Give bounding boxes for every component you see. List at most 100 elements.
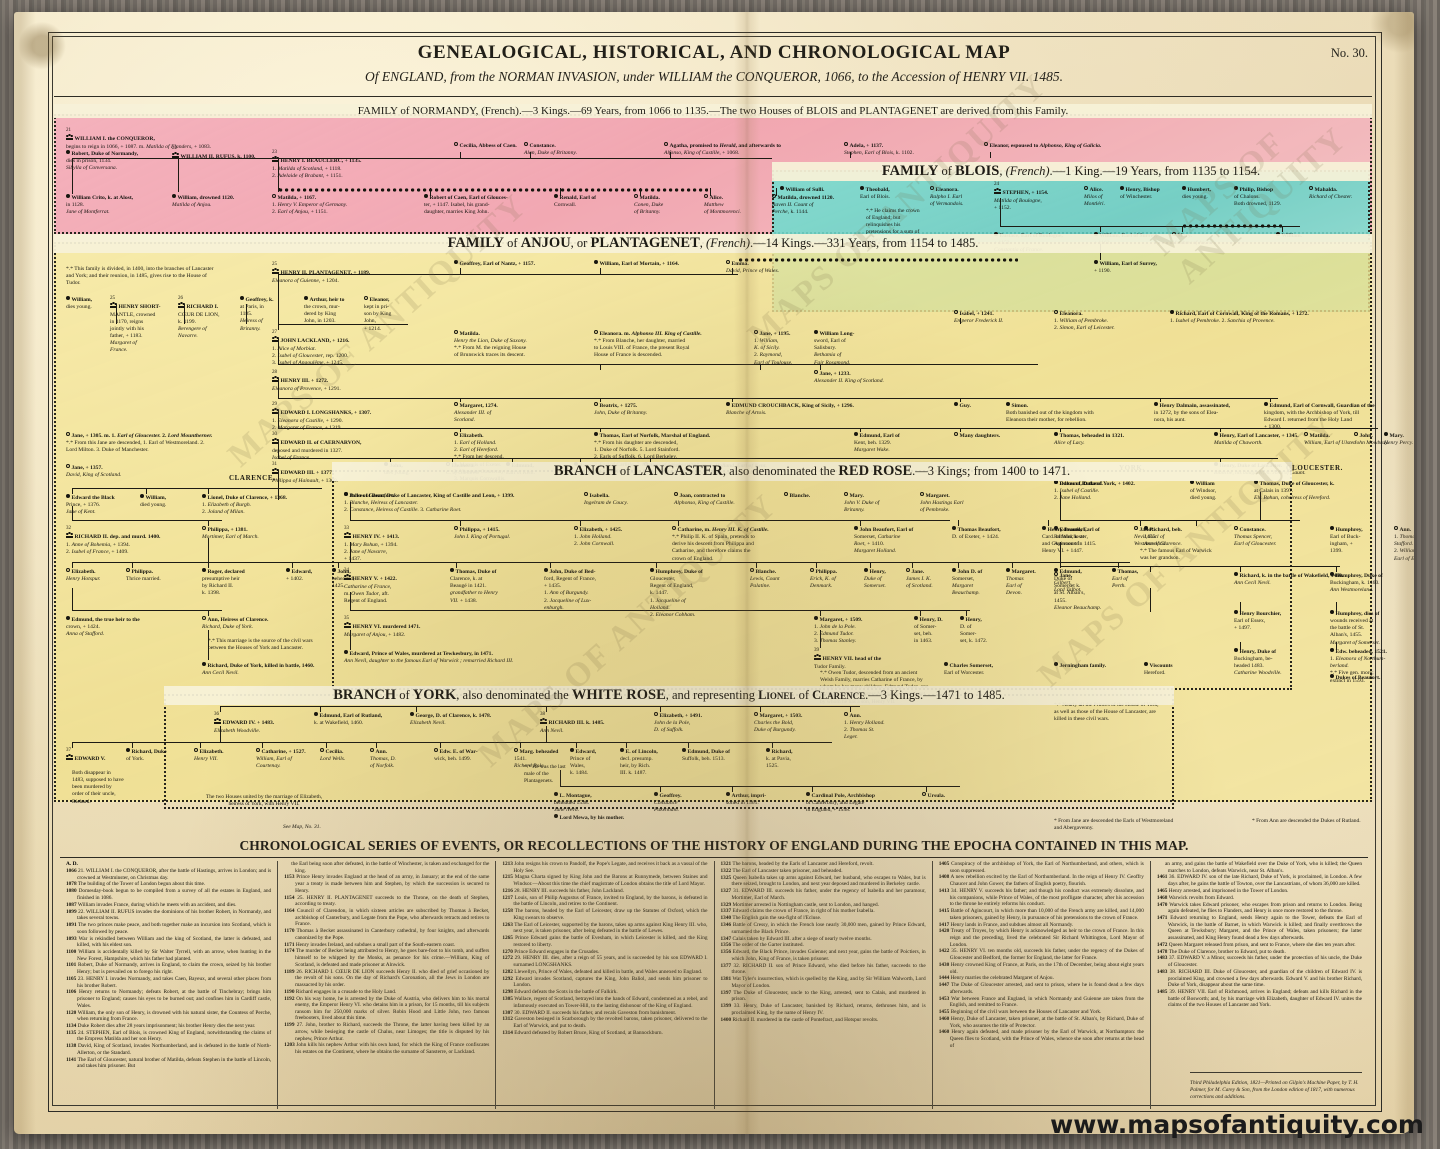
genealogy-node[interactable]: Elizabeth. Henry Hotspur. <box>66 568 136 583</box>
genealogy-node[interactable]: John,beheaded,1425. <box>332 568 386 590</box>
genealogy-node[interactable]: Jane, + 1233. Alexander II. King of Scotl… <box>814 370 944 385</box>
genealogy-node[interactable]: Thomas, Earl of Perth. <box>1112 568 1158 590</box>
genealogy-node[interactable]: 25 HENRY SHORT- MANTLE, crowned in 1170, re… <box>110 296 170 354</box>
genealogy-node[interactable]: Ann. Thomas, D. of Norfolk. <box>370 748 432 770</box>
genealogy-node[interactable]: Theobald, Earl of Blois. <box>860 186 922 201</box>
genealogy-node[interactable]: Lionel, Duke of Clarence, + 1368. 1. Eliz… <box>202 494 358 516</box>
genealogy-node[interactable]: Constance. Alan, Duke of Britanny. <box>524 142 654 157</box>
genealogy-node[interactable]: Elizabeth, + 1491. John de la Pole, D. of … <box>654 712 750 734</box>
genealogy-node[interactable]: Mary. John V. Duke of Britanny. <box>844 492 924 514</box>
genealogy-node[interactable]: 29 EDWARD I. LONGSHANKS, + 1307. 1. Eleano… <box>272 402 432 432</box>
genealogy-node[interactable]: Philip, Bishop of Chalons. Both drowned, 1… <box>1234 186 1300 208</box>
genealogy-node[interactable]: Joan, contracted to Alphonso, King of Cas… <box>674 492 784 507</box>
genealogy-node[interactable]: Arthur, impri-soned in 1561. <box>726 792 802 807</box>
genealogy-node[interactable]: Jane*. Nevil, Earl of Westmoreland. <box>1134 526 1220 548</box>
genealogy-node[interactable]: William, died young. <box>140 494 196 509</box>
genealogy-node[interactable]: Charles Somerset, Earl of Worcester. <box>944 662 1034 677</box>
genealogy-node[interactable]: Jane, + 1195. 1. William, K. of Sicily. 2.… <box>754 330 828 367</box>
genealogy-node[interactable]: Henry, Duke of Somerset. <box>864 568 908 590</box>
genealogy-node[interactable]: Humphrey, Duke of Gloucester, Regent of En… <box>650 568 750 619</box>
genealogy-node[interactable]: Matilda. William, Earl of Ulster. <box>1304 432 1374 447</box>
genealogy-node[interactable]: Eleanor, espoused to Alphonso, King of G… <box>984 142 1114 150</box>
genealogy-node[interactable]: George, D. of Clarence, k. 1478. Elizabet… <box>410 712 550 727</box>
genealogy-node[interactable]: Eleanor, kept in pri-son by King John, + 12… <box>364 296 422 333</box>
genealogy-node[interactable]: Philippa, + 1415. John I. King of Portuga… <box>454 526 574 541</box>
genealogy-node[interactable]: Cecilia. Lord Wells. <box>320 748 380 763</box>
genealogy-node[interactable]: William Crito, k. at Alost, in 1128. Jane … <box>66 194 166 216</box>
genealogy-node[interactable]: Edmund, Earl of Rutland, k. at Wakefield,… <box>314 712 424 727</box>
genealogy-node[interactable]: Blanche. Lewis, Count Palatine. <box>750 568 816 590</box>
genealogy-node[interactable]: Catharine, + 1527. William, Earl of Courte… <box>256 748 340 770</box>
genealogy-node[interactable]: Robert, Duke of Normandy, dies in prison,… <box>66 150 166 172</box>
genealogy-node[interactable]: Henry Bourchier, Earl of Essex, + 1497. <box>1234 610 1344 632</box>
genealogy-node[interactable]: Robert of Caen, Earl of Glouces-ter, + 1… <box>424 194 524 216</box>
genealogy-node[interactable]: Geoffrey. Constance Pakenham. <box>654 792 724 814</box>
genealogy-node[interactable]: Humphrey, dies of wounds received at the b… <box>1330 610 1414 647</box>
genealogy-node[interactable]: Richard, Duke of York. <box>126 748 196 763</box>
genealogy-node[interactable]: William of Sulli. <box>780 186 854 194</box>
genealogy-node[interactable]: Blanche. <box>784 492 834 500</box>
genealogy-node[interactable]: 36 EDWARD IV. + 1483. Elizabeth Woodville. <box>214 712 334 735</box>
genealogy-node[interactable]: Arthur, heir to the crown, mur-dered by K… <box>304 296 362 326</box>
genealogy-node[interactable]: William, drowned 1120. Matilda of Anjou. <box>172 194 272 209</box>
genealogy-node[interactable]: Roger, declared presumptive heir by Richar… <box>202 568 288 598</box>
genealogy-node[interactable]: Isabella. Ingelram de Coucy. <box>584 492 674 507</box>
genealogy-node[interactable]: Philippa. Thrice married. <box>126 568 198 583</box>
genealogy-node[interactable]: 35 HENRY VI. murdered 1471. Margaret of An… <box>344 616 494 639</box>
genealogy-node[interactable]: Edw. E. of War-wick, beh. 1499. <box>434 748 516 763</box>
genealogy-node[interactable]: Thomas, Duke of Gloucester, k. at Calais … <box>1254 480 1414 502</box>
genealogy-node[interactable]: Henry, D. of Somer-set, beh. in 1463. <box>914 616 960 646</box>
genealogy-node[interactable]: Richard, beh. 1415. Ann of Clarence. <box>1144 526 1236 548</box>
genealogy-node[interactable]: 39 HENRY VII. head of the Tudor Family. <box>814 648 934 671</box>
genealogy-node[interactable]: Lord Mewa, by his mother. <box>554 814 694 822</box>
genealogy-node[interactable]: Henry Dalmain, assassinated, in 1272, by … <box>1154 402 1264 424</box>
genealogy-node[interactable]: Margaret. Thomas Earl of Devon. <box>1006 568 1052 598</box>
genealogy-node[interactable]: Humbert, dies young. <box>1182 186 1256 201</box>
genealogy-node[interactable]: L. Montague, beheaded 1538. Jane Nevil. <box>554 792 636 814</box>
genealogy-node[interactable]: Edmund, Duke of Suffolk, beh. 1513. <box>682 748 758 763</box>
genealogy-node[interactable]: 30 EDWARD II. of CAERNARVON, deposed and m… <box>272 432 432 462</box>
genealogy-node[interactable]: Jerningham family. <box>1054 662 1144 670</box>
genealogy-node[interactable]: 37 EDWARD V. <box>66 748 126 764</box>
genealogy-node[interactable]: Many daughters. <box>954 432 1044 440</box>
genealogy-node[interactable]: Henry, Bishop of Winchester. <box>1120 186 1194 201</box>
genealogy-node[interactable]: EDMUND CROUCHBACK, King of Sicily, + 129… <box>726 402 916 417</box>
genealogy-node[interactable]: Elizabeth, + 1425. 1. John Holland. 2. Joh… <box>574 526 672 548</box>
genealogy-node[interactable]: Jane. Gilbert, Lord Talbot. <box>1054 572 1244 594</box>
genealogy-node[interactable]: Henry, Duke of Buckingham, be-headed 1483… <box>1234 648 1344 678</box>
genealogy-node[interactable]: Edmund, the true heir to the crown, + 142… <box>66 616 214 638</box>
genealogy-node[interactable]: Cecilia, Abbess of Caen. <box>454 142 584 150</box>
genealogy-node[interactable]: Dukes of Beaufort. <box>1330 674 1414 682</box>
genealogy-node[interactable]: Thomas Beaufort, D. of Exeter, + 1424. <box>952 526 1042 541</box>
genealogy-node[interactable]: Adela, + 1137. Stephen, Earl of Blois, k.… <box>844 142 974 157</box>
genealogy-node[interactable]: Ann, Heiress of Clarence. Richard, Duke o… <box>202 616 362 631</box>
genealogy-node[interactable]: Richard, k. in the battle of Wakefield, … <box>1234 572 1344 587</box>
genealogy-node[interactable]: Richard, Earl of Cornwall, King of the R… <box>1170 310 1360 325</box>
genealogy-node[interactable]: Beatrix, + 1275. John, Duke of Britanny. <box>594 402 714 417</box>
genealogy-node[interactable]: 22WILLIAM II. RUFUS, k. 1100. <box>172 146 272 162</box>
genealogy-node[interactable]: Renald, Earl of Cornwall. <box>554 194 654 209</box>
genealogy-node[interactable]: Guy. <box>954 402 994 410</box>
genealogy-node[interactable]: Eleanora. Ralpho I. Earl of Vermandois. <box>930 186 1004 208</box>
genealogy-node[interactable]: Thomas, Duke of Clarence, k. at Beaugé in … <box>450 568 546 605</box>
genealogy-node[interactable]: Matilda. Conen, Duke of Britanny. <box>634 194 734 216</box>
genealogy-node[interactable]: William, dies young. <box>66 296 122 311</box>
genealogy-node[interactable]: Edw. beheaded, 1521. 1. Eleanora of North… <box>1330 648 1390 685</box>
genealogy-node[interactable]: Matilda. Henry the Lion, Duke of Saxony. *… <box>454 330 594 360</box>
genealogy-node[interactable]: Jane, + 1305. m. 1. Earl of Gloucester. … <box>66 432 396 454</box>
genealogy-node[interactable]: Mahalda. Richard of Chester. <box>1309 186 1383 201</box>
genealogy-node[interactable]: 32 RICHARD II. dep. and murd. 1400. 1. Ann… <box>66 526 216 556</box>
genealogy-node[interactable]: John D. of Somerset, Margaret Beauchamp. <box>952 568 1008 598</box>
genealogy-node[interactable]: John. John Mowbray. <box>1354 432 1404 447</box>
genealogy-node[interactable]: William, Earl of Surrey, + 1190. <box>1094 260 1168 275</box>
genealogy-node[interactable]: 34 HENRY V. + 1422. Catharine of France, m.… <box>344 568 448 605</box>
genealogy-node[interactable]: Humphrey, Earl of Buck-ingham, +1399. <box>1330 526 1394 556</box>
genealogy-node[interactable]: Dukes of Beaufort. <box>344 492 454 500</box>
genealogy-node[interactable]: Agatha, promised to Herald, and afterwar… <box>664 142 794 157</box>
genealogy-node[interactable]: Matilda, + 1167. 1. Henry V. Emperor of G… <box>272 194 372 216</box>
genealogy-node[interactable]: Jane. James I. K. of Scotland. <box>906 568 956 590</box>
genealogy-node[interactable]: Edmund, Duke of Somerset k. at St. Alban's,… <box>1054 568 1112 612</box>
genealogy-node[interactable]: 24 STEPHEN, + 1154. Matilda of Boulogne, + … <box>994 182 1068 212</box>
genealogy-node[interactable]: Constance. Thomas Spencer, Earl of Glouces… <box>1234 526 1328 548</box>
genealogy-node[interactable]: Ursula. <box>922 792 962 800</box>
